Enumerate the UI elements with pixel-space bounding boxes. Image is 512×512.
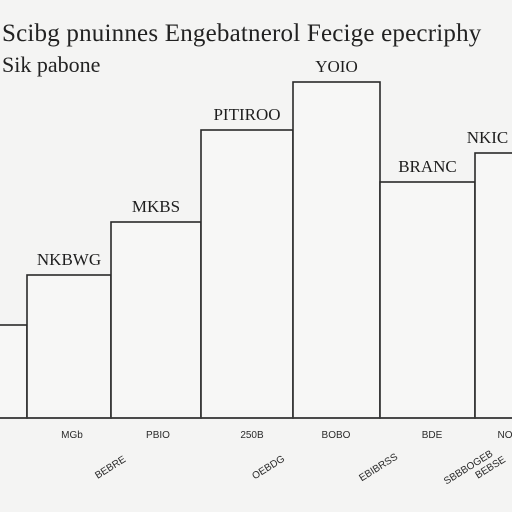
bar xyxy=(292,81,381,419)
bar-label: NKIC xyxy=(467,128,509,147)
bar-label: YOIO xyxy=(315,57,358,76)
x-category-label: EBIBRSS xyxy=(357,452,400,484)
bar xyxy=(26,274,112,419)
x-tick-label: NO xyxy=(498,430,512,441)
x-category-label: OEBDG xyxy=(250,454,287,483)
x-tick-label: BDE xyxy=(422,430,443,441)
x-category-label: BEBRE xyxy=(93,454,128,481)
bar xyxy=(379,181,476,419)
bar-label: NKBWG xyxy=(37,250,101,269)
x-tick-label: 250B xyxy=(240,430,264,441)
bar xyxy=(110,221,202,419)
x-tick-labels-group: MGb PBIO 250B BOBO BDE NO xyxy=(61,430,512,441)
x-tick-label: PBIO xyxy=(146,430,170,441)
bar-label: BRANC xyxy=(398,157,457,176)
bar xyxy=(474,152,512,419)
bar xyxy=(0,324,28,419)
x-tick-label: MGb xyxy=(61,430,83,441)
x-tick-label: BOBO xyxy=(322,430,351,441)
bar-labels-group: NKBWG MKBS PITIROO YOIO BRANC NKIC xyxy=(37,57,508,269)
bar-label: MKBS xyxy=(132,197,180,216)
chart-title: Scibg pnuinnes Engebatnerol Fecige epecr… xyxy=(2,20,482,47)
bar-label: PITIROO xyxy=(213,105,280,124)
chart-subtitle: Sik pabone xyxy=(2,52,101,77)
bar xyxy=(200,129,294,419)
